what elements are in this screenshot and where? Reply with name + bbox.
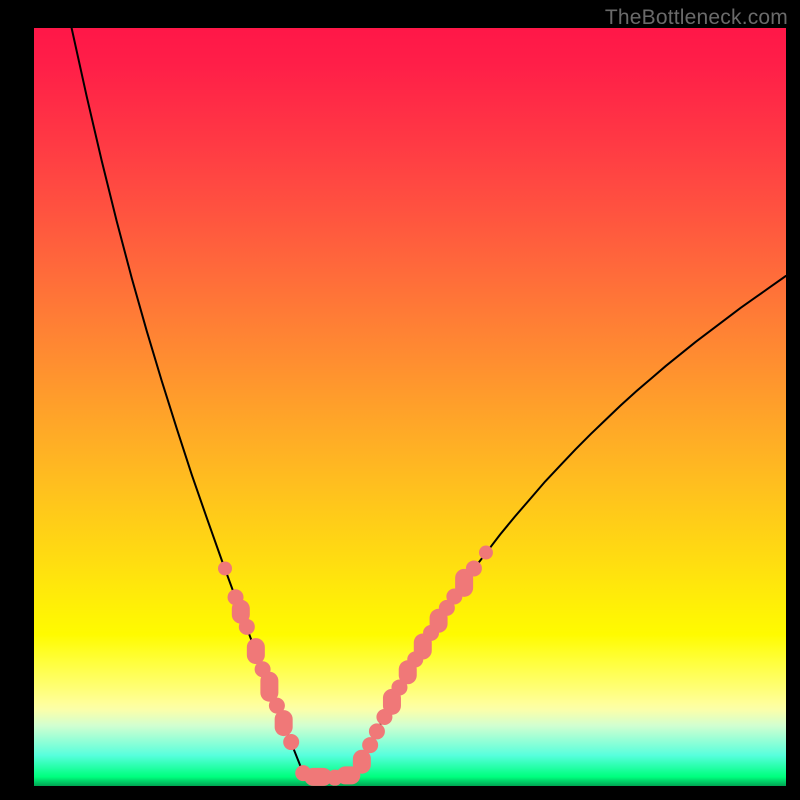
marker-pill [247, 638, 265, 664]
marker-circle [283, 734, 299, 750]
marker-circle [362, 737, 378, 753]
watermark-text: TheBottleneck.com [605, 6, 788, 30]
bottleneck-chart [34, 28, 786, 786]
marker-circle [239, 619, 255, 635]
marker-circle [218, 561, 232, 575]
marker-circle [466, 560, 482, 576]
chart-svg [34, 28, 786, 786]
marker-pill [353, 750, 371, 774]
marker-circle [479, 546, 493, 560]
marker-pill [260, 672, 278, 702]
marker-pill [275, 710, 293, 736]
marker-circle [369, 723, 385, 739]
